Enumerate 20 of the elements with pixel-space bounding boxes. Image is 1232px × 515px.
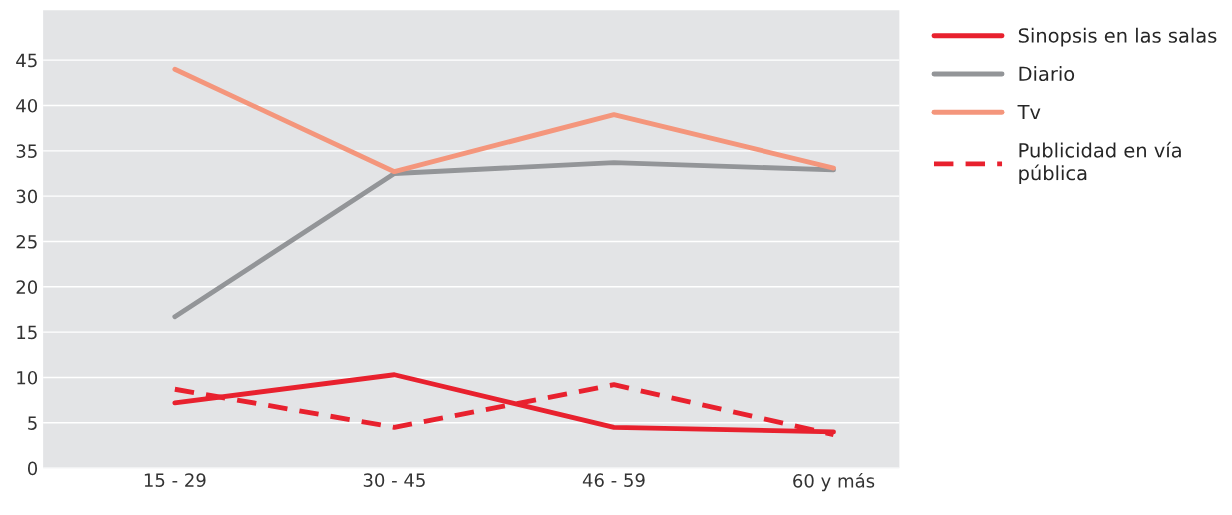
x-tick-label: 15 - 29 [144,473,206,487]
y-tick-label: 25 [16,234,37,249]
legend-label: Tv [1017,104,1041,120]
line-series [172,160,836,320]
y-tick-label: 40 [16,98,38,113]
y-tick-label: 5 [28,416,37,430]
x-tick-label: 46 - 59 [582,473,645,487]
x-tick-label: 30 - 45 [363,473,425,487]
legend-label: Diario [1019,66,1075,82]
x-tick-label: 60 y más [793,473,875,492]
legend-label: Sinopsis en las salas [1018,27,1217,47]
y-tick-label: 35 [16,144,37,158]
y-tick-label: 30 [16,189,38,204]
y-tick-label: 20 [16,280,38,294]
y-tick-label: 45 [16,53,37,68]
y-tick-label: 15 [17,325,37,340]
y-tick-label: 0 [27,461,38,476]
line-series [172,66,836,175]
legend-label: Publicidad en vía pública [1019,141,1181,185]
y-tick-label: 10 [17,370,38,385]
